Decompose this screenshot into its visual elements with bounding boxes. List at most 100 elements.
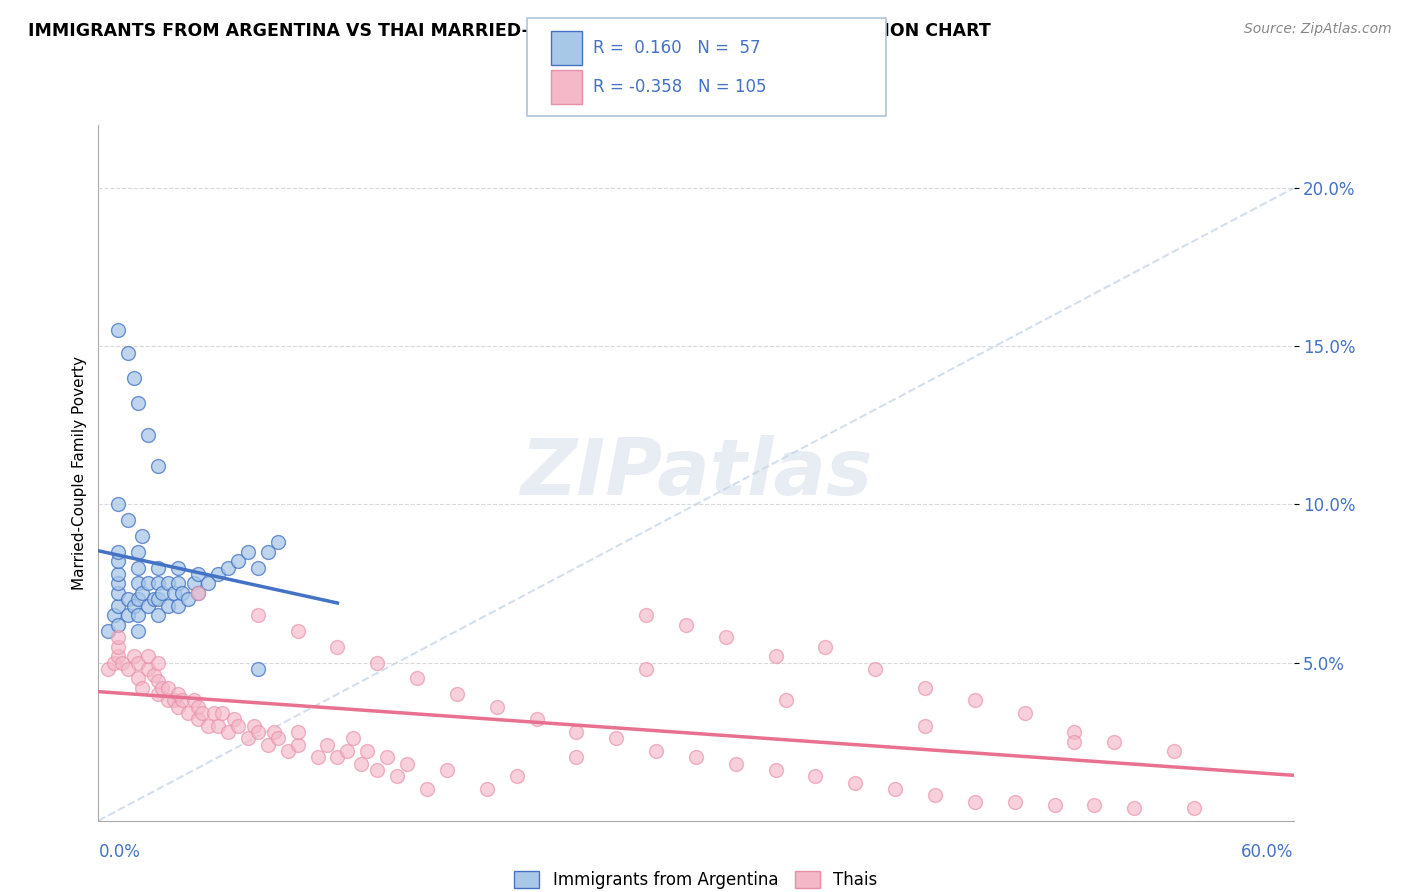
Point (107, 497, 129, 511)
Point (127, 671, 149, 685)
Point (236, 545, 259, 559)
Point (804, 769, 827, 783)
Point (1043, 797, 1066, 812)
Point (148, 608, 170, 623)
Point (506, 769, 529, 783)
Point (307, 750, 329, 764)
Point (1004, 795, 1026, 809)
Point (256, 545, 278, 559)
Point (117, 608, 139, 623)
Point (246, 725, 269, 739)
Point (202, 706, 225, 720)
Point (107, 576, 129, 591)
Point (1014, 706, 1036, 720)
Point (127, 560, 149, 574)
Point (131, 681, 153, 695)
Point (167, 699, 190, 714)
Point (914, 681, 936, 695)
Point (150, 586, 173, 600)
Point (222, 713, 245, 727)
Point (914, 719, 936, 733)
Point (172, 586, 194, 600)
Point (645, 744, 668, 758)
Point (884, 782, 907, 797)
Point (287, 725, 309, 739)
Point (117, 345, 139, 359)
Point (406, 671, 429, 685)
Point (163, 693, 186, 707)
Point (356, 744, 378, 758)
Point (167, 560, 190, 574)
Text: 0.0%: 0.0% (98, 843, 141, 861)
Point (287, 624, 309, 638)
Point (172, 693, 194, 707)
Point (107, 323, 129, 337)
Point (1102, 734, 1125, 748)
Point (724, 756, 747, 771)
Point (131, 529, 153, 543)
Point (107, 640, 129, 654)
Point (177, 706, 200, 720)
Point (183, 693, 205, 707)
Point (136, 599, 159, 613)
Point (1123, 801, 1146, 815)
Point (565, 725, 588, 739)
Point (350, 756, 373, 771)
Point (127, 592, 149, 607)
Point (1063, 734, 1085, 748)
Point (775, 693, 797, 707)
Point (436, 763, 458, 777)
Point (107, 545, 129, 559)
Point (277, 744, 299, 758)
Point (136, 649, 159, 664)
Point (207, 566, 229, 581)
Point (107, 599, 129, 613)
Point (127, 608, 149, 623)
Point (148, 674, 170, 689)
Point (287, 738, 309, 752)
Point (136, 427, 159, 442)
Point (246, 608, 269, 623)
Point (127, 576, 149, 591)
Point (485, 699, 508, 714)
Point (157, 599, 180, 613)
Point (226, 719, 249, 733)
Point (131, 586, 153, 600)
Point (714, 630, 737, 644)
Point (326, 750, 349, 764)
Legend: Immigrants from Argentina, Thais: Immigrants from Argentina, Thais (508, 864, 884, 892)
Point (765, 649, 787, 664)
Point (765, 763, 787, 777)
Point (191, 706, 214, 720)
Point (148, 656, 170, 670)
Point (124, 371, 146, 385)
Point (127, 656, 149, 670)
Point (148, 592, 170, 607)
Point (342, 731, 364, 746)
Point (127, 624, 149, 638)
Point (167, 599, 190, 613)
Text: ZIPatlas: ZIPatlas (520, 434, 872, 511)
Text: R = -0.358   N = 105: R = -0.358 N = 105 (593, 78, 766, 96)
Point (685, 750, 707, 764)
Point (565, 750, 588, 764)
Point (326, 640, 349, 654)
Point (844, 775, 866, 789)
Point (117, 592, 139, 607)
Point (187, 713, 209, 727)
Point (207, 719, 229, 733)
Point (167, 687, 190, 701)
Point (197, 719, 219, 733)
Point (385, 769, 409, 783)
Point (366, 763, 388, 777)
Point (416, 782, 439, 797)
Y-axis label: Married-Couple Family Poverty: Married-Couple Family Poverty (72, 356, 87, 590)
Point (924, 789, 946, 803)
Point (157, 693, 180, 707)
Point (1063, 725, 1085, 739)
Point (183, 576, 205, 591)
Point (256, 738, 278, 752)
Point (117, 513, 139, 527)
Point (863, 662, 886, 676)
Point (107, 617, 129, 632)
